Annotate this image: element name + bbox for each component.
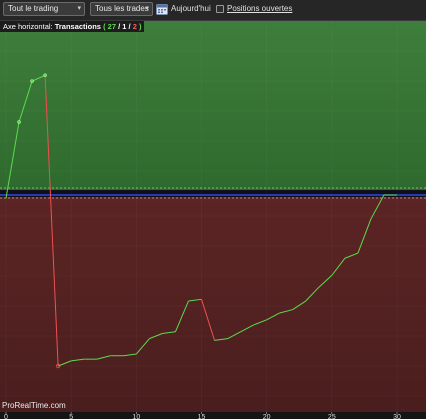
profit-zone (0, 21, 426, 190)
losing-trade-segment (201, 299, 216, 341)
trading-scope-select[interactable]: Tout le trading ▾ (3, 2, 85, 16)
x-tick-label: 15 (198, 414, 206, 419)
x-tick-label: 30 (393, 414, 401, 419)
trade-point (30, 79, 34, 83)
trade-point (17, 120, 21, 124)
winning-trade-segment (188, 298, 202, 302)
winning-trade-segment (227, 331, 241, 340)
zero-band (0, 190, 426, 197)
data-points (17, 73, 61, 369)
x-axis-bar (0, 412, 426, 419)
today-button[interactable]: Aujourd'hui (171, 4, 211, 13)
loss-zone (0, 197, 426, 412)
open-paren: ( (100, 22, 108, 31)
watermark: ProRealTime.com (2, 401, 66, 410)
winning-trade-segment (240, 324, 254, 333)
trades-filter-value: Tous les trades (95, 4, 149, 13)
x-tick-label: 25 (328, 414, 336, 419)
winning-trade-segment (266, 312, 280, 321)
x-tick-label: 0 (4, 414, 8, 419)
horizontal-axis-header: Axe horizontal: Transactions ( 27 / 1 / … (0, 21, 145, 32)
winning-trade-segment (253, 319, 267, 326)
winning-trade-segment (214, 338, 228, 341)
winning-trade-segment (305, 286, 320, 302)
open-positions-checkbox[interactable] (216, 5, 224, 13)
winning-trades-count: 27 (107, 22, 116, 31)
winning-trade-segment (331, 257, 346, 276)
axis-label: Transactions (54, 22, 101, 31)
winning-trade-segment (318, 275, 333, 288)
winning-trade-segment (5, 121, 20, 199)
winning-trade-segment (370, 194, 385, 220)
winning-trade-segment (279, 309, 293, 314)
winning-trade-segment (344, 252, 359, 259)
winning-trade-segment (357, 218, 372, 254)
x-axis-ticks: 0 5 10 15 20 25 30 (4, 412, 401, 419)
close-paren: ) (136, 22, 142, 31)
trade-point (43, 73, 47, 78)
winning-trade-segment (31, 74, 46, 82)
axis-prefix: Axe horizontal: (3, 22, 55, 31)
neutral-trades-count: 1 (122, 22, 127, 31)
x-tick-label: 5 (69, 414, 73, 419)
x-tick-label: 10 (132, 414, 140, 419)
winning-trade-segment (97, 355, 111, 360)
winning-trade-segment (135, 338, 150, 355)
trading-scope-value: Tout le trading (8, 4, 59, 13)
equity-chart: 0 5 10 15 20 25 30 (0, 21, 426, 419)
x-tick-label: 20 (263, 414, 271, 419)
trades-filter-select[interactable]: Tous les trades ▾ (90, 2, 153, 16)
chevron-down-icon: ▾ (77, 5, 81, 12)
winning-trade-segment (18, 80, 33, 123)
separator: / (126, 22, 133, 31)
trade-point (55, 363, 61, 369)
open-positions-label[interactable]: Positions ouvertes (227, 4, 293, 13)
winning-trade-segment (149, 333, 163, 340)
winning-trade-segment (123, 353, 137, 357)
winning-trade-segment (71, 358, 85, 362)
losing-trades-count: 2 (132, 22, 137, 31)
chevron-down-icon: ▾ (145, 5, 149, 12)
winning-trade-segment (174, 300, 189, 332)
winning-trade-segment (162, 331, 176, 335)
calendar-icon[interactable] (156, 3, 168, 15)
equity-curve (5, 74, 397, 367)
losing-trade-segment (44, 75, 59, 367)
separator: / (116, 22, 123, 31)
toolbar: Tout le trading ▾ Tous les trades ▾ Aujo… (0, 0, 426, 21)
winning-trade-segment (57, 360, 72, 367)
winning-trade-segment (292, 300, 307, 310)
